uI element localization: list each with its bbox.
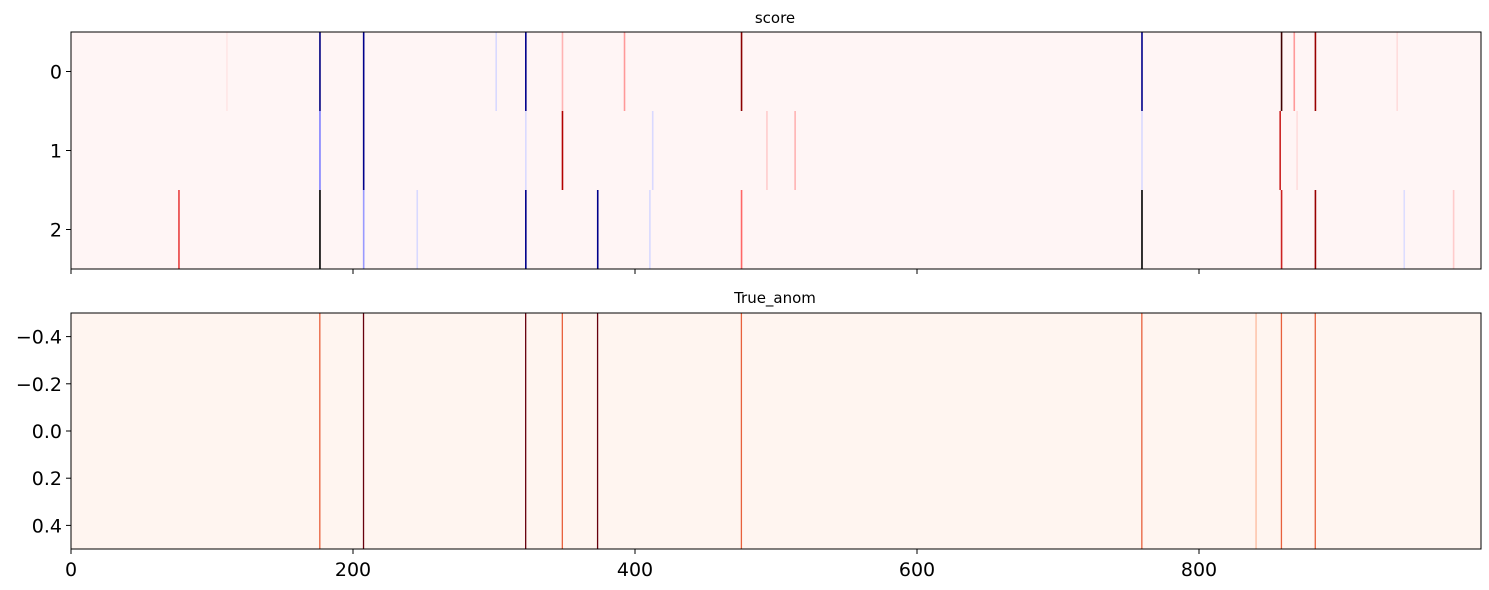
true-anom-x-tick-label: 200 <box>335 559 371 581</box>
true-anom-x-tick-label: 400 <box>617 559 653 581</box>
score-heatmap-cell <box>561 32 564 111</box>
score-heatmap-cell <box>740 32 743 111</box>
true-anom-y-tick-label: 0.4 <box>32 515 62 537</box>
score-heatmap-cell <box>1141 32 1143 111</box>
true-anom-heatmap-cell <box>362 313 365 549</box>
score-heatmap-background <box>71 32 1481 269</box>
score-heatmap-cell <box>178 190 180 269</box>
true-anom-heatmap-cell <box>596 313 599 549</box>
score-heatmap-cell <box>649 190 651 269</box>
true-anom-x-tick-label: 600 <box>899 559 935 581</box>
true-anom-y-tick-label: 0.0 <box>32 421 62 443</box>
true-anom-y-tick-label: 0.2 <box>32 468 62 490</box>
score-heatmap-cell <box>525 32 527 111</box>
score-heatmap-cell <box>1280 32 1283 111</box>
score-y-tick-label: 2 <box>50 220 62 242</box>
score-heatmap-cell <box>319 111 321 190</box>
score-heatmap-cell <box>1314 190 1317 269</box>
score-heatmap-cell <box>740 190 743 269</box>
score-heatmap-cell <box>766 111 768 190</box>
score-heatmap-cell <box>319 190 321 269</box>
score-y-tick-label: 0 <box>50 62 62 84</box>
true-anom-chart-title: True_anom <box>733 289 816 308</box>
true-anom-x-tick-label: 0 <box>65 559 77 581</box>
score-heatmap-cell <box>651 111 654 190</box>
score-heatmap-cell <box>226 32 228 111</box>
score-heatmap-cell <box>319 32 321 111</box>
score-heatmap-cell <box>362 190 365 269</box>
true-anom-heatmap-cell <box>1255 313 1257 549</box>
score-heatmap-cell <box>561 111 564 190</box>
true-anom-heatmap-cell <box>1280 313 1283 549</box>
score-heatmap-cell <box>1280 190 1283 269</box>
score-heatmap-cell <box>1293 32 1296 111</box>
score-heatmap-cell <box>596 190 599 269</box>
true-anom-x-tick-label: 800 <box>1181 559 1217 581</box>
score-heatmap-cell <box>362 111 365 190</box>
true-anom-heatmap-cell <box>1314 313 1316 549</box>
score-heatmap-cell <box>525 190 527 269</box>
score-heatmap-cell <box>1403 190 1406 269</box>
score-heatmap-cell <box>495 32 498 111</box>
true-anom-heatmap-cell <box>740 313 743 549</box>
true-anom-y-tick-label: −0.2 <box>16 374 62 396</box>
true-anom-heatmap-background <box>71 313 1481 549</box>
score-heatmap-cell <box>1314 32 1317 111</box>
score-heatmap-cell <box>1296 111 1298 190</box>
true-anom-heatmap-cell <box>561 313 563 549</box>
score-heatmap-cell <box>1141 111 1143 190</box>
score-heatmap-cell <box>416 190 419 269</box>
score-heatmap-cell <box>1141 190 1143 269</box>
score-heatmap-panel: score 0 1 2 <box>50 9 1482 274</box>
score-chart-title: score <box>755 9 795 27</box>
score-heatmap-cell <box>525 111 527 190</box>
true-anom-heatmap-cell <box>525 313 527 549</box>
score-heatmap-cell <box>794 111 796 190</box>
true-anom-heatmap-panel: True_anom −0.4 −0.2 0.0 0.2 0.40 200 400 600 800 <box>16 289 1482 581</box>
score-heatmap-cell <box>1279 111 1281 190</box>
score-heatmap-cell <box>1396 32 1398 111</box>
true-anom-heatmap-cell <box>319 313 321 549</box>
true-anom-heatmap-cell <box>1141 313 1143 549</box>
score-heatmap-cell <box>623 32 626 111</box>
score-heatmap-cell <box>1452 190 1455 269</box>
score-y-tick-label: 1 <box>50 141 62 163</box>
score-heatmap-cell <box>362 32 365 111</box>
true-anom-y-tick-label: −0.4 <box>16 327 62 349</box>
